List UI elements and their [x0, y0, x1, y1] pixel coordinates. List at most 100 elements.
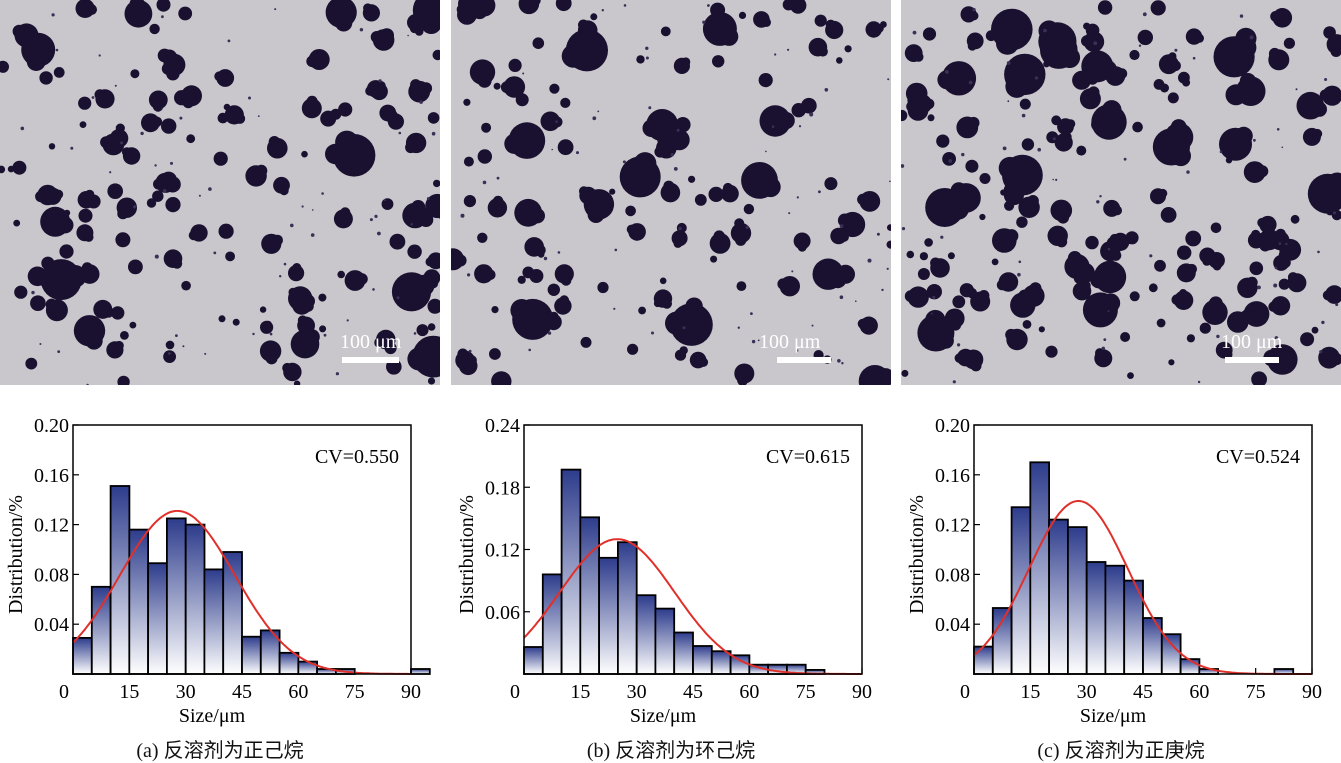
particle: [1300, 332, 1314, 346]
histogram-bars: [974, 462, 1293, 674]
particle: [979, 214, 985, 220]
particle: [301, 151, 308, 158]
debris-dot: [877, 233, 880, 236]
particle: [940, 77, 949, 86]
particle: [59, 244, 73, 258]
particle-lobe: [405, 142, 416, 153]
debris-dot: [56, 49, 59, 52]
particle-lobe: [996, 32, 1019, 55]
debris-dot: [1017, 273, 1021, 277]
debris-dot: [1102, 347, 1105, 350]
debris-dot: [548, 331, 551, 334]
particle-lobe: [671, 127, 682, 138]
debris-dot: [204, 353, 206, 355]
particle-lobe: [1270, 11, 1281, 22]
debris-dot: [347, 319, 349, 321]
x-axis-label: Size/μm: [1080, 705, 1147, 727]
particle: [654, 300, 661, 307]
particle-lobe: [955, 353, 965, 363]
y-tick-label: 0.24: [485, 415, 520, 437]
particle: [463, 99, 470, 106]
particle-lobe: [530, 208, 545, 223]
particle: [233, 319, 240, 326]
particle: [533, 37, 545, 49]
particle-lobe: [1172, 294, 1183, 305]
particle-lobe: [214, 71, 224, 81]
particle: [1161, 207, 1177, 223]
debris-dot: [1093, 41, 1097, 45]
x-axis-label: Size/μm: [179, 705, 246, 727]
debris-dot: [818, 190, 821, 193]
debris-dot: [887, 268, 889, 270]
debris-dot: [1103, 338, 1106, 341]
particle-lobe: [1088, 86, 1100, 98]
particle: [1086, 24, 1100, 38]
particle: [1004, 201, 1014, 211]
debris-dot: [379, 79, 382, 82]
particle: [181, 281, 191, 291]
particle: [186, 134, 195, 143]
particle: [1312, 327, 1319, 334]
debris-dot: [969, 81, 973, 85]
histogram-bar: [280, 653, 299, 674]
particle: [923, 27, 936, 40]
particle-lobe: [340, 207, 350, 217]
particle-lobe: [1081, 35, 1092, 46]
micrograph-a-image: [0, 0, 440, 385]
particle: [478, 149, 492, 163]
particle: [428, 377, 435, 384]
particle-lobe: [1235, 127, 1253, 145]
debris-dot: [1253, 139, 1256, 142]
particle: [1149, 283, 1158, 292]
particle-lobe: [1074, 273, 1085, 284]
debris-dot: [370, 218, 373, 221]
particle: [494, 83, 501, 90]
x-tick-label: 90: [1302, 681, 1322, 703]
debris-dot: [1019, 261, 1022, 264]
x-tick-label: 15: [119, 681, 139, 703]
histogram-bar: [1068, 527, 1087, 674]
histogram-bar: [580, 517, 599, 674]
particle-lobe: [266, 353, 278, 365]
y-tick-label: 0.12: [34, 515, 69, 537]
debris-dot: [248, 97, 251, 100]
particle: [147, 198, 156, 207]
histogram-bar: [655, 609, 674, 674]
particle: [166, 341, 175, 350]
particle: [384, 109, 393, 118]
particle: [695, 194, 707, 206]
debris-dot: [702, 21, 705, 24]
particle-lobe: [1312, 102, 1327, 117]
particle-lobe: [997, 280, 1008, 291]
particle: [901, 370, 908, 377]
debris-dot: [57, 350, 60, 353]
particle-lobe: [714, 230, 725, 241]
debris-dot: [645, 47, 648, 50]
y-tick-label: 0.12: [935, 515, 970, 537]
x-tick-label: 45: [232, 681, 252, 703]
debris-dot: [1174, 49, 1177, 52]
debris-dot: [940, 236, 943, 239]
debris-dot: [432, 132, 436, 136]
particle-lobe: [1110, 250, 1121, 261]
particle: [558, 139, 574, 155]
particle-lobe: [363, 3, 372, 12]
particle-lobe: [1187, 264, 1197, 274]
particle: [928, 114, 935, 121]
particle-lobe: [968, 117, 980, 129]
debris-dot: [683, 326, 686, 329]
particle: [1154, 260, 1166, 272]
particle-lobe: [189, 231, 199, 241]
particle: [320, 111, 336, 127]
particle: [489, 348, 501, 360]
particle-lobe: [1259, 240, 1271, 252]
particle: [1098, 0, 1112, 14]
particle: [1000, 189, 1006, 195]
debris-dot: [799, 125, 801, 127]
particle-lobe: [86, 4, 97, 15]
particle: [1046, 131, 1058, 143]
debris-dot: [1216, 335, 1219, 338]
debris-dot: [228, 40, 231, 43]
